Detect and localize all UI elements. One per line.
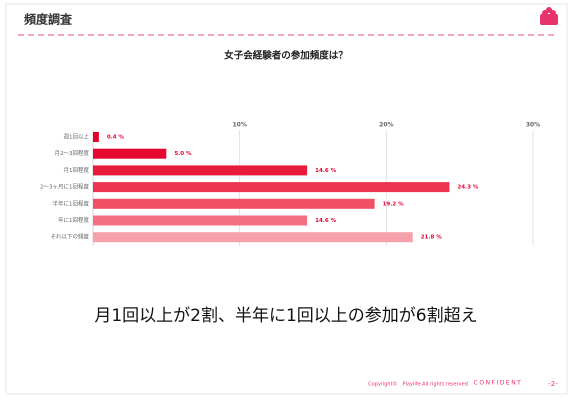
bar bbox=[93, 148, 167, 159]
bar bbox=[93, 182, 450, 193]
summary: 月1回以上が2割、半年に1回以上の参加が6割超え bbox=[94, 306, 477, 326]
value-label: 24.3 % bbox=[457, 185, 478, 191]
bar bbox=[93, 232, 413, 243]
bar bbox=[93, 165, 308, 176]
x-tick-label: 30% bbox=[526, 122, 540, 129]
value-label: 14.6 % bbox=[315, 168, 336, 174]
y-tick-label: 週1回以上 bbox=[64, 133, 90, 141]
bar bbox=[93, 132, 99, 142]
value-label: 19.2 % bbox=[383, 201, 404, 207]
y-tick-label: それ以下の頻度 bbox=[50, 233, 89, 241]
value-label: 0.4 % bbox=[107, 135, 125, 141]
page-number: -2- bbox=[548, 380, 558, 388]
logo bbox=[540, 7, 558, 25]
y-tick-label: 年に1回程度 bbox=[58, 216, 89, 224]
y-tick-label: 月1回程度 bbox=[64, 166, 90, 174]
header-title: 頻度調査 bbox=[24, 12, 73, 27]
x-tick-label: 10% bbox=[232, 122, 246, 129]
x-tick-label: 20% bbox=[379, 122, 393, 129]
y-tick-label: 月2～3回程度 bbox=[55, 149, 90, 157]
chart-title: 女子会経験者の参加頻度は？ bbox=[224, 50, 348, 62]
y-tick-label: 半年に1回程度 bbox=[53, 199, 90, 207]
value-label: 5.0 % bbox=[174, 151, 192, 157]
confidential: CONFIDENT bbox=[474, 380, 523, 387]
value-label: 14.6 % bbox=[315, 218, 336, 224]
value-label: 21.8 % bbox=[421, 235, 442, 241]
plot: 10% 20% 30% 週1回以上 0.4 % 月2～3回程度 5.0 % 月1回程度 14.6… bbox=[40, 122, 540, 246]
bar bbox=[93, 215, 308, 226]
copyright: Copyright© Playlife All rights reserved bbox=[368, 381, 468, 388]
bar bbox=[93, 198, 375, 209]
y-tick-label: 2～3ヶ月に1回程度 bbox=[40, 183, 89, 191]
